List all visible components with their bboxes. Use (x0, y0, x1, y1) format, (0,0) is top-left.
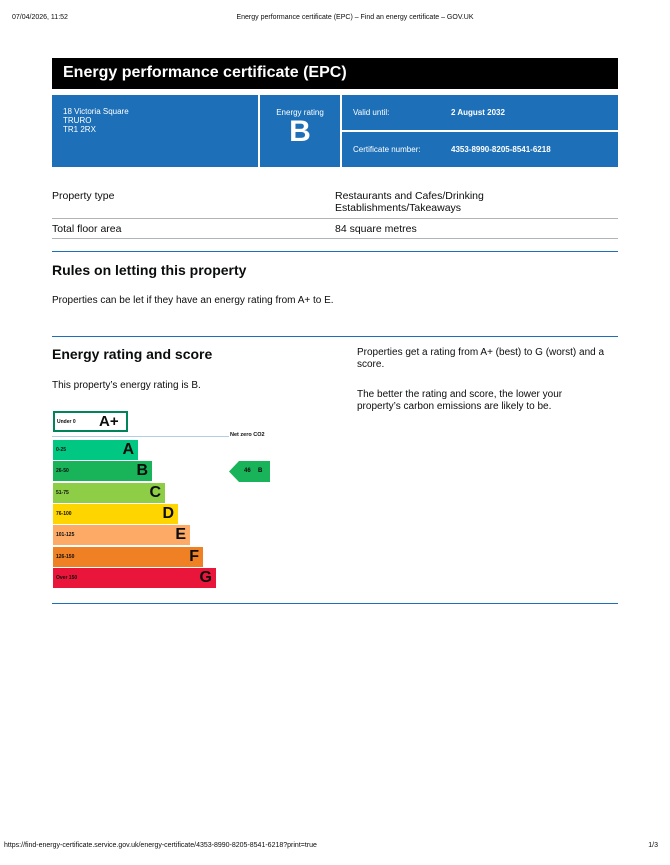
energy-rating-label: Energy rating (276, 108, 324, 117)
score-info-1: Properties get a rating from A+ (best) t… (357, 347, 605, 370)
band-letter: A+ (99, 413, 119, 430)
print-page-title: Energy performance certificate (EPC) – F… (236, 14, 474, 21)
band-range: 51-75 (56, 489, 69, 496)
band-letter: D (162, 504, 174, 522)
band-e: 101-125 E (53, 525, 190, 546)
row-value: Restaurants and Cafes/Drinking Establish… (335, 190, 484, 214)
page-title: Energy performance certificate (EPC) (52, 58, 618, 89)
band-b: 26-50 B (53, 461, 152, 482)
current-score: 46 (244, 468, 251, 474)
band-range: 76-100 (56, 510, 72, 517)
band-range: 0-25 (56, 447, 67, 453)
band-range: 26-50 (56, 468, 69, 475)
address-block: 18 Victoria Square TRURO TR1 2RX (52, 95, 258, 167)
band-aplus: Under 0 A+ (53, 411, 128, 432)
band-letter: F (189, 547, 199, 565)
band-f: 126-150 F (53, 546, 203, 567)
band-range: 126-150 (56, 553, 75, 560)
band-d: 76-100 D (53, 503, 178, 524)
divider (52, 603, 618, 604)
row-key: Total floor area (52, 223, 122, 235)
address-town: TRURO (63, 116, 92, 125)
address-postcode: TR1 2RX (63, 125, 96, 134)
floor-area-row: Total floor area 84 square metres (52, 219, 618, 239)
score-text: This property’s energy rating is B. (52, 380, 201, 391)
current-rating-arrow: 46 B (229, 461, 270, 482)
divider (52, 251, 618, 252)
valid-until-value: 2 August 2032 (451, 108, 505, 117)
valid-until-label: Valid until: (353, 108, 390, 117)
score-info-2: The better the rating and score, the low… (357, 389, 563, 412)
row-value: 84 square metres (335, 223, 417, 235)
certificate-number: Certificate number: 4353-8990-8205-8541-6… (342, 132, 618, 167)
band-range: Over 150 (56, 574, 78, 581)
band-letter: B (136, 462, 148, 480)
current-letter: B (258, 468, 263, 474)
certificate-number-label: Certificate number: (353, 145, 421, 154)
band-a: 0-25 A (53, 440, 138, 460)
print-url: https://find-energy-certificate.service.… (4, 842, 317, 849)
energy-rating-value: B (289, 115, 311, 148)
band-letter: G (199, 568, 212, 586)
band-letter: C (149, 483, 161, 501)
print-datetime: 07/04/2026, 11:52 (12, 14, 68, 21)
net-zero-label: Net zero CO2 (230, 432, 265, 438)
net-zero-line (52, 436, 229, 437)
score-heading: Energy rating and score (52, 346, 213, 362)
energy-rating-box: Energy rating B (260, 95, 340, 167)
certificate-number-value: 4353-8990-8205-8541-6218 (451, 145, 551, 154)
address-line: 18 Victoria Square (63, 107, 129, 116)
band-letter: A (122, 441, 134, 458)
divider (52, 336, 618, 337)
band-g: Over 150 G (53, 567, 216, 588)
band-letter: E (175, 526, 186, 544)
band-range: Under 0 (57, 419, 76, 425)
row-key: Property type (52, 190, 115, 202)
property-type-row: Property type Restaurants and Cafes/Drink… (52, 186, 618, 219)
band-range: 101-125 (56, 532, 75, 539)
rules-heading: Rules on letting this property (52, 262, 247, 278)
band-c: 51-75 C (53, 482, 165, 503)
valid-until: Valid until: 2 August 2032 (342, 95, 618, 130)
rules-text: Properties can be let if they have an en… (52, 295, 334, 306)
print-page-count: 1/3 (648, 842, 658, 849)
